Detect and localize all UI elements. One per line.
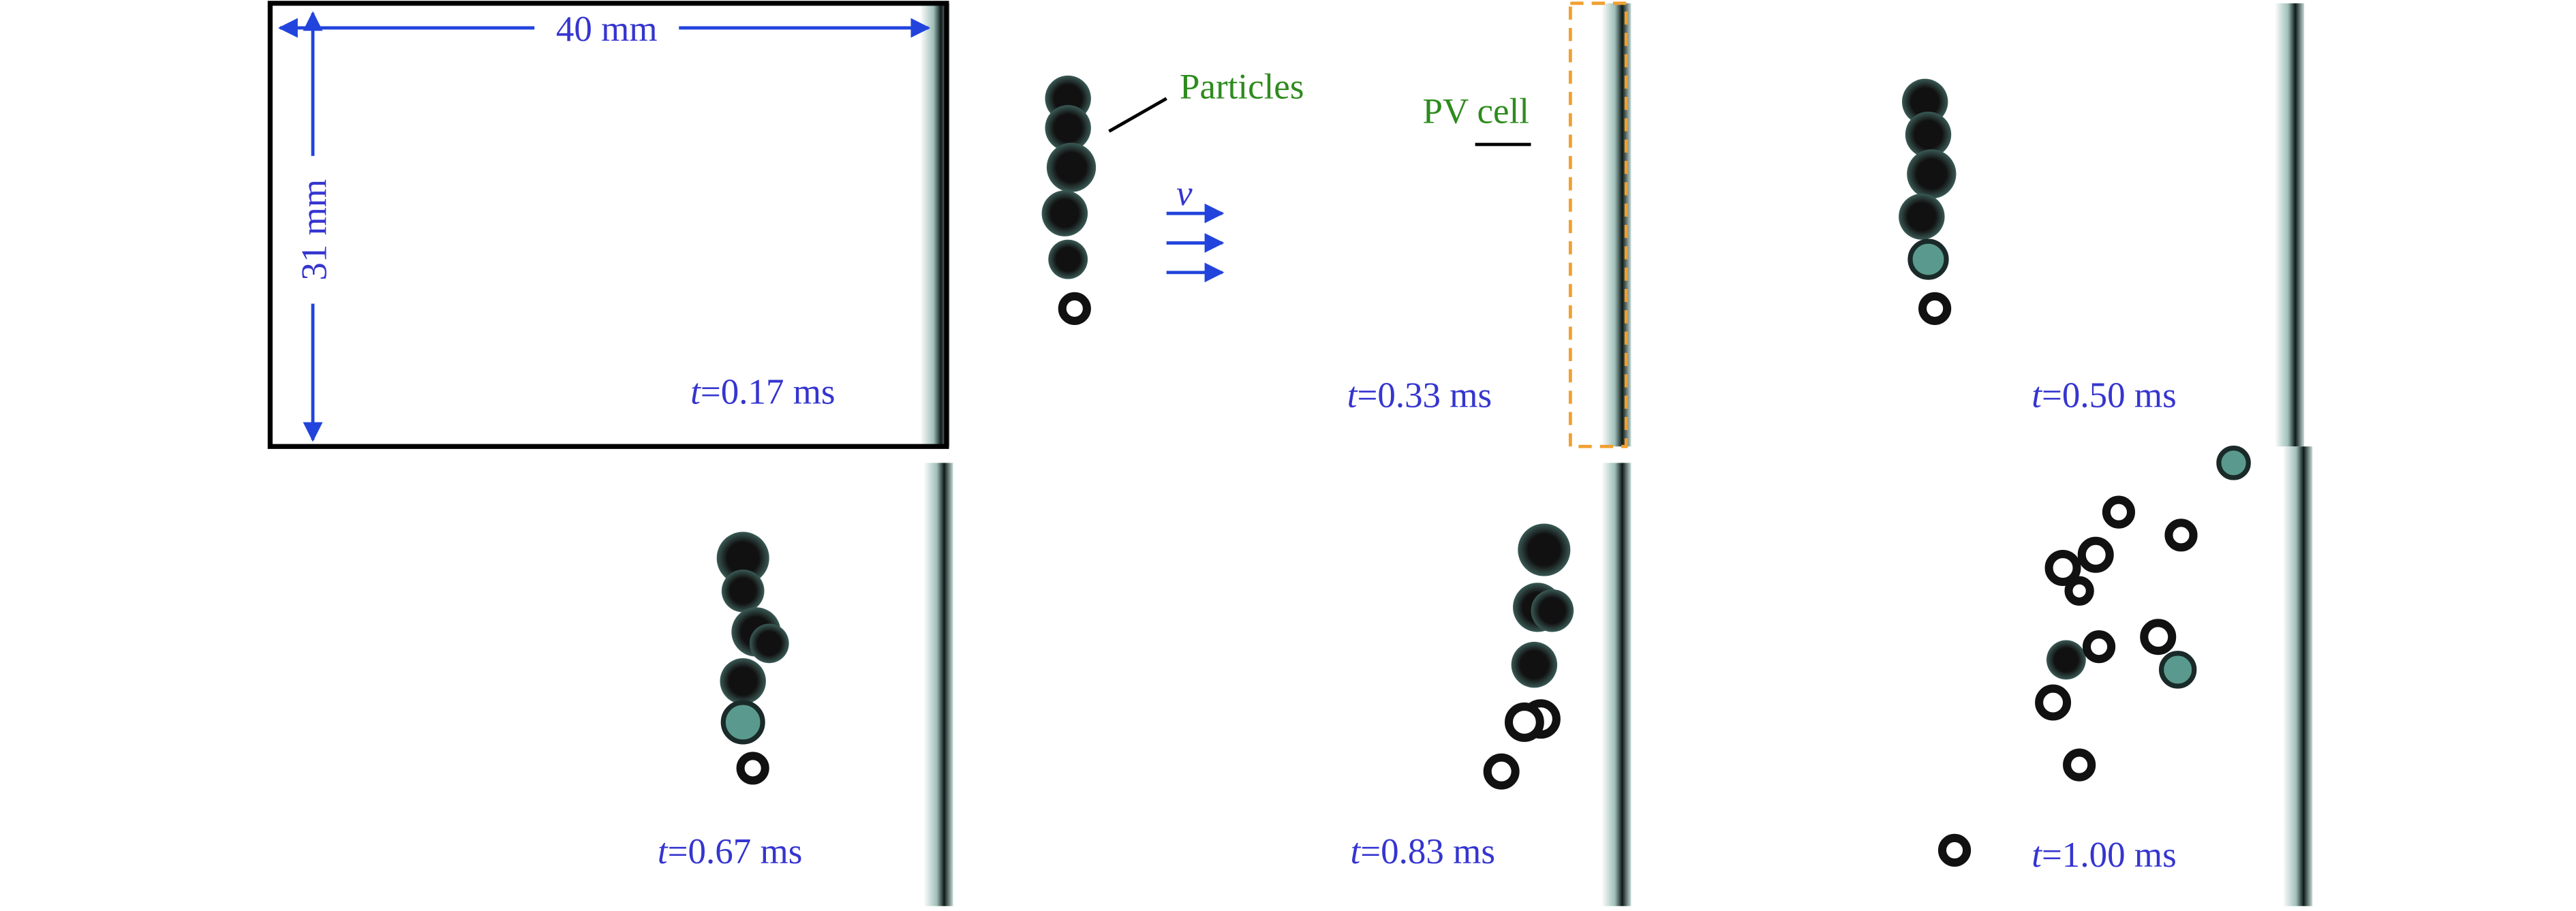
particle <box>1511 641 1558 688</box>
time-value: =0.67 ms <box>668 832 803 871</box>
particle <box>1045 105 1091 151</box>
particle <box>2164 519 2198 552</box>
particle <box>749 623 789 664</box>
label-bg <box>534 8 679 48</box>
time-variable: t <box>690 373 701 412</box>
time-label: t=0.50 ms <box>2031 375 2176 415</box>
time-variable: t <box>2031 375 2042 415</box>
particle <box>1483 753 1520 790</box>
pv-cell <box>2282 446 2313 906</box>
particle <box>1899 194 1945 240</box>
particle <box>2216 446 2251 480</box>
particle <box>1905 111 1952 158</box>
particle <box>1046 142 1097 192</box>
time-label: t=0.17 ms <box>690 373 835 412</box>
time-value: =0.33 ms <box>1357 375 1492 415</box>
particle <box>2063 748 2096 782</box>
particle <box>716 531 769 585</box>
time-label: t=0.67 ms <box>658 832 802 871</box>
time-label: t=0.83 ms <box>1351 832 1495 871</box>
pv-cell <box>1601 463 1631 906</box>
time-variable: t <box>658 832 669 871</box>
pv-cell <box>923 463 953 906</box>
frames-layer <box>716 3 2313 906</box>
leader <box>1108 97 1167 133</box>
scale-frame <box>267 1 949 449</box>
particle <box>1518 523 1571 576</box>
pv-label: PV cell <box>1423 92 1530 132</box>
particle <box>2046 640 2086 680</box>
particle <box>1907 149 1957 199</box>
particle <box>1058 292 1091 325</box>
particle <box>720 658 766 705</box>
time-value: =1.00 ms <box>2042 835 2177 875</box>
height-label: 31 mm <box>294 179 334 281</box>
width-label: 40 mm <box>556 10 658 49</box>
velocity-label: v <box>1176 174 1193 213</box>
particles-label: Particles <box>1180 67 1304 107</box>
particle <box>1531 589 1574 632</box>
particle <box>721 569 765 613</box>
particle <box>2102 495 2136 529</box>
particle <box>1041 190 1088 236</box>
time-variable: t <box>2031 835 2042 875</box>
particle <box>2044 550 2081 587</box>
particle <box>2140 619 2177 655</box>
particle <box>1048 239 1088 279</box>
pv-cell <box>2274 3 2305 447</box>
time-value: =0.17 ms <box>701 373 835 412</box>
velocity-arrows <box>1166 203 1225 283</box>
particle <box>2158 651 2197 689</box>
time-value: =0.50 ms <box>2042 375 2177 415</box>
particle <box>720 700 765 745</box>
particle <box>1937 833 1972 867</box>
particle <box>1918 292 1952 325</box>
particle <box>736 752 769 785</box>
time-variable: t <box>1347 375 1358 415</box>
time-value: =0.83 ms <box>1360 832 1495 871</box>
particle <box>2077 536 2114 573</box>
particle <box>1907 238 1949 280</box>
pv-highlight <box>1568 1 1628 448</box>
time-label: t=0.33 ms <box>1347 375 1492 415</box>
label-bg <box>291 155 335 304</box>
time-label: t=1.00 ms <box>2031 835 2176 875</box>
particle <box>2082 630 2116 664</box>
particle <box>1504 702 1544 742</box>
particle <box>2035 684 2072 721</box>
particle <box>2064 576 2094 606</box>
time-variable: t <box>1351 832 1362 871</box>
